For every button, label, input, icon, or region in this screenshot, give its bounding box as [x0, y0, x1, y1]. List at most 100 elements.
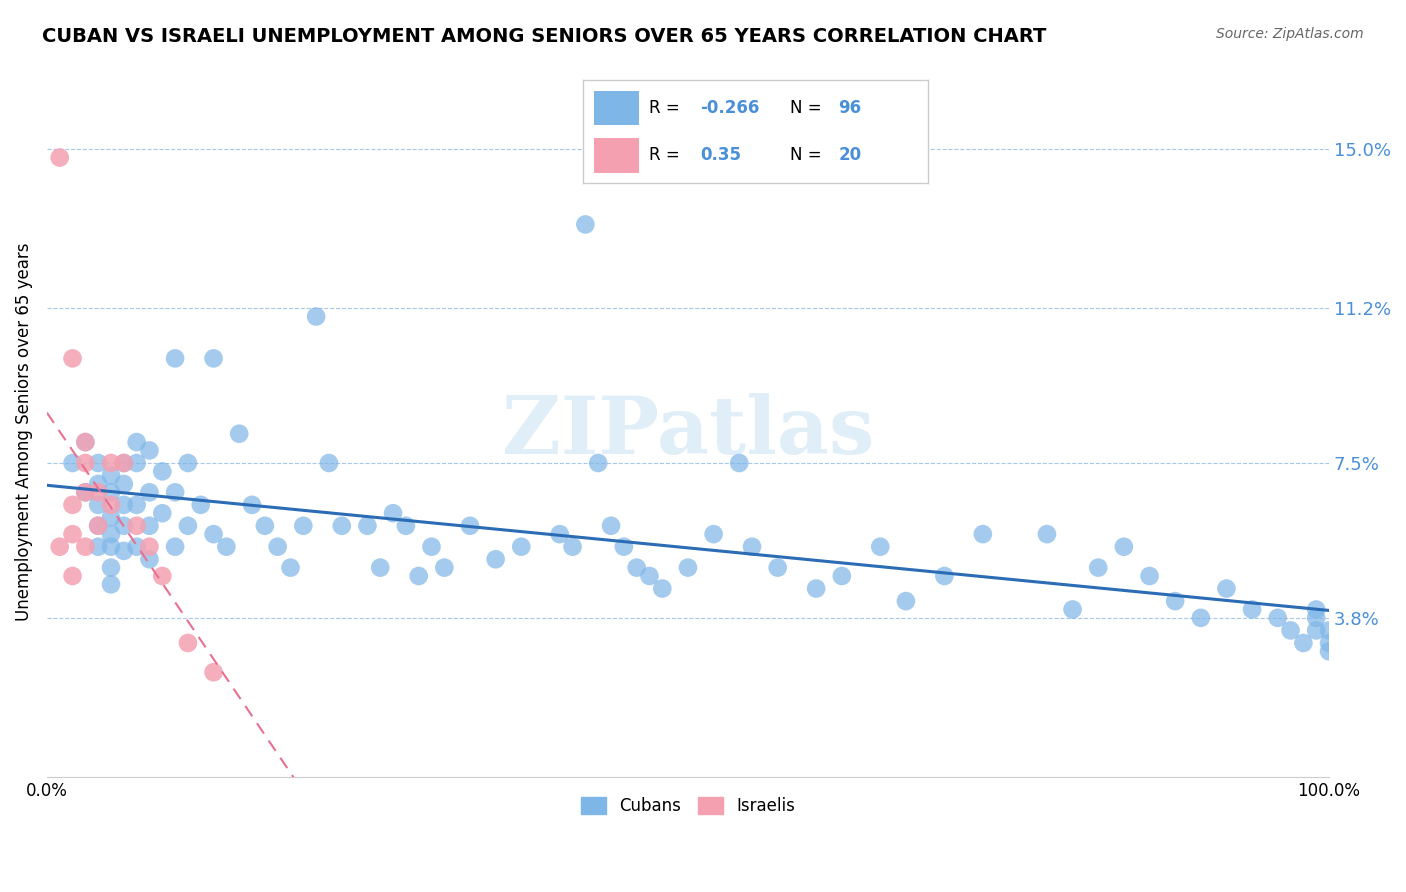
Point — [100, 485, 122, 500]
Point — [150, 506, 173, 520]
Point — [100, 577, 122, 591]
Point — [138, 518, 160, 533]
Point — [202, 351, 225, 366]
Point — [62, 351, 84, 366]
FancyBboxPatch shape — [593, 91, 638, 126]
Point — [125, 456, 148, 470]
Point — [1292, 636, 1315, 650]
Point — [894, 594, 917, 608]
Point — [138, 485, 160, 500]
Point — [561, 540, 583, 554]
Point — [100, 498, 122, 512]
Point — [305, 310, 328, 324]
Point — [510, 540, 533, 554]
Point — [1087, 560, 1109, 574]
Point — [253, 518, 276, 533]
Point — [741, 540, 763, 554]
Point — [100, 468, 122, 483]
Point — [75, 435, 97, 450]
Point — [1305, 624, 1327, 638]
Text: 0.35: 0.35 — [700, 146, 741, 164]
Point — [1317, 624, 1340, 638]
Point — [420, 540, 443, 554]
Point — [100, 540, 122, 554]
Text: CUBAN VS ISRAELI UNEMPLOYMENT AMONG SENIORS OVER 65 YEARS CORRELATION CHART: CUBAN VS ISRAELI UNEMPLOYMENT AMONG SENI… — [42, 27, 1046, 45]
Point — [1139, 569, 1161, 583]
Point — [1305, 611, 1327, 625]
Point — [125, 435, 148, 450]
Point — [368, 560, 391, 574]
Point — [112, 498, 135, 512]
Text: N =: N = — [790, 99, 827, 117]
Legend: Cubans, Israelis: Cubans, Israelis — [572, 789, 803, 824]
Point — [485, 552, 508, 566]
Point — [202, 527, 225, 541]
Text: 96: 96 — [838, 99, 862, 117]
Point — [266, 540, 288, 554]
Point — [100, 560, 122, 574]
Point — [613, 540, 636, 554]
Point — [1189, 611, 1212, 625]
Point — [574, 218, 596, 232]
Point — [87, 456, 110, 470]
Point — [138, 552, 160, 566]
Point — [1241, 602, 1264, 616]
FancyBboxPatch shape — [593, 137, 638, 173]
Text: R =: R = — [650, 99, 685, 117]
Point — [202, 665, 225, 680]
Text: N =: N = — [790, 146, 827, 164]
Point — [766, 560, 789, 574]
Point — [972, 527, 994, 541]
Point — [87, 518, 110, 533]
Point — [112, 456, 135, 470]
Point — [177, 518, 200, 533]
Point — [1215, 582, 1237, 596]
Point — [382, 506, 405, 520]
Text: Source: ZipAtlas.com: Source: ZipAtlas.com — [1216, 27, 1364, 41]
Point — [112, 456, 135, 470]
Point — [228, 426, 250, 441]
Point — [804, 582, 827, 596]
Point — [651, 582, 673, 596]
Point — [62, 456, 84, 470]
Point — [48, 151, 70, 165]
Point — [869, 540, 891, 554]
Point — [87, 498, 110, 512]
Point — [548, 527, 571, 541]
Point — [626, 560, 648, 574]
Point — [125, 498, 148, 512]
Point — [75, 456, 97, 470]
Point — [87, 540, 110, 554]
Text: -0.266: -0.266 — [700, 99, 761, 117]
Point — [100, 527, 122, 541]
Point — [934, 569, 956, 583]
Point — [728, 456, 751, 470]
Point — [586, 456, 609, 470]
Point — [1317, 636, 1340, 650]
Point — [75, 485, 97, 500]
Point — [408, 569, 430, 583]
Point — [48, 540, 70, 554]
Point — [100, 510, 122, 524]
Point — [75, 485, 97, 500]
Point — [87, 477, 110, 491]
Point — [75, 540, 97, 554]
Point — [150, 464, 173, 478]
Point — [1267, 611, 1289, 625]
Point — [100, 456, 122, 470]
Y-axis label: Unemployment Among Seniors over 65 years: Unemployment Among Seniors over 65 years — [15, 243, 32, 621]
Point — [112, 544, 135, 558]
Text: 20: 20 — [838, 146, 862, 164]
Point — [280, 560, 302, 574]
Point — [125, 518, 148, 533]
Point — [676, 560, 699, 574]
Point — [87, 485, 110, 500]
Point — [356, 518, 378, 533]
Point — [62, 569, 84, 583]
Point — [703, 527, 725, 541]
Point — [433, 560, 456, 574]
Point — [177, 456, 200, 470]
Point — [215, 540, 238, 554]
Text: ZIPatlas: ZIPatlas — [502, 392, 875, 471]
Point — [1317, 644, 1340, 658]
